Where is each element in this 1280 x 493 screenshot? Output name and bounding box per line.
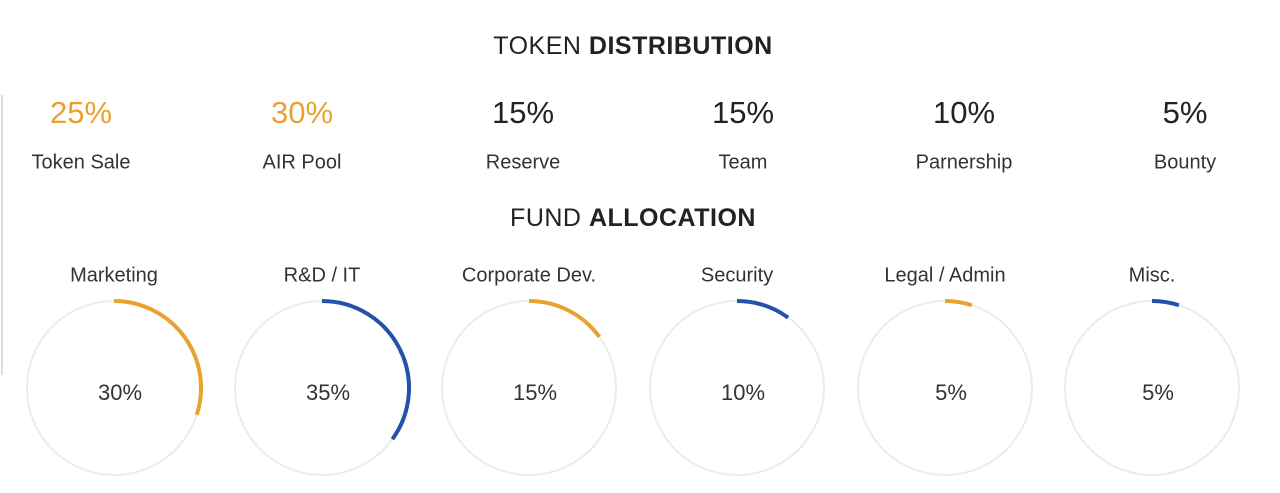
token-percent: 25%: [50, 95, 112, 130]
ring-arc: [1151, 299, 1180, 308]
fund-name: Misc.: [1129, 264, 1176, 286]
fund-percent: 35%: [306, 380, 350, 405]
token-percent: 5%: [1163, 95, 1208, 130]
ring-arc: [321, 299, 411, 441]
title-light: FUND: [510, 204, 581, 232]
ring-arc: [528, 299, 602, 339]
token-percent: 15%: [492, 95, 554, 130]
title-bold: DISTRIBUTION: [589, 32, 773, 60]
token-name: Team: [719, 151, 768, 173]
token-name: Token Sale: [32, 151, 131, 173]
token-percent: 10%: [933, 95, 995, 130]
fund-percent: 15%: [513, 380, 557, 405]
token-name: AIR Pool: [263, 151, 342, 173]
fund-percent: 30%: [98, 380, 142, 405]
token-name: Parnership: [916, 151, 1013, 173]
fund-percent: 5%: [935, 380, 967, 405]
fund-name: R&D / IT: [284, 264, 361, 286]
ring-arc: [113, 299, 203, 416]
title-light: TOKEN: [493, 32, 581, 60]
section-title: TOKEN DISTRIBUTION: [493, 32, 772, 60]
ring-arc: [944, 299, 973, 308]
token-name: Reserve: [486, 151, 560, 173]
section-title: FUND ALLOCATION: [510, 204, 756, 232]
token-name: Bounty: [1154, 151, 1216, 173]
fund-percent: 5%: [1142, 380, 1174, 405]
fund-name: Corporate Dev.: [462, 264, 596, 286]
token-percent: 15%: [712, 95, 774, 130]
fund-percent: 10%: [721, 380, 765, 405]
token-percent: 30%: [271, 95, 333, 130]
fund-name: Marketing: [70, 264, 158, 286]
ring-arc: [736, 299, 790, 320]
title-bold: ALLOCATION: [589, 204, 756, 232]
fund-name: Security: [701, 264, 773, 286]
fund-name: Legal / Admin: [884, 264, 1005, 286]
